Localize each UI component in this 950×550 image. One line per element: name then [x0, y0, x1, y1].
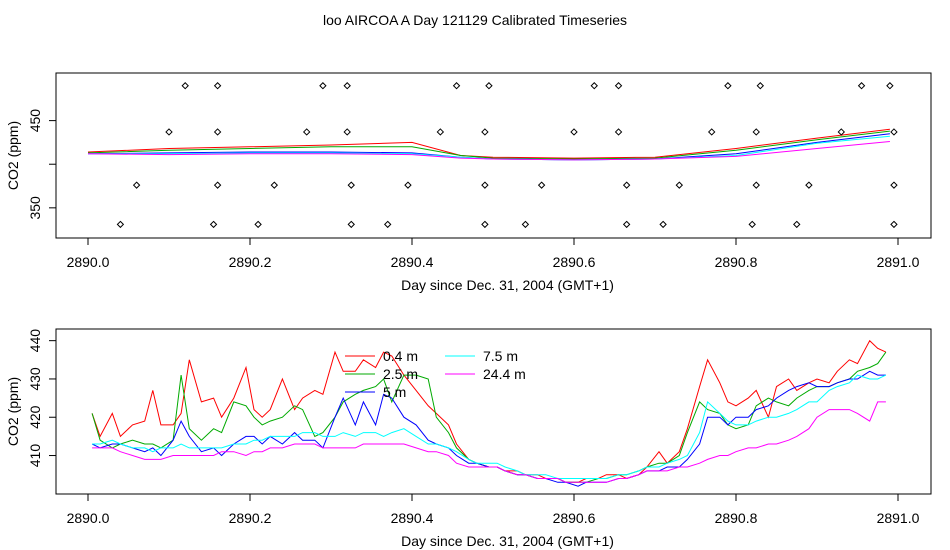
top-marker: [748, 220, 756, 229]
top-x-tick-label: 2890.0: [67, 254, 110, 270]
bottom-x-tick-label: 2890.4: [391, 510, 434, 526]
bottom-series-line-3: [91, 370, 886, 487]
top-marker: [436, 128, 445, 136]
legend-label: 7.5 m: [483, 348, 518, 364]
top-marker: [622, 220, 631, 229]
bottom-x-tick-label: 2891.0: [877, 510, 920, 526]
top-panel: 2890.0 2890.2 2890.4 2890.6 2890.8 2891.0 350…: [5, 72, 932, 293]
top-marker: [752, 128, 760, 136]
top-x-tick-label: 2890.6: [553, 254, 596, 270]
legend-label: 2.5 m: [383, 366, 418, 382]
bottom-y-tick-label: 420: [27, 405, 43, 429]
top-marker: [165, 128, 173, 136]
top-marker: [481, 128, 489, 136]
bottom-x-tick-label: 2890.8: [715, 510, 758, 526]
top-marker: [707, 128, 716, 136]
top-marker: [837, 128, 846, 136]
bottom-y-tick-label: 440: [27, 329, 43, 353]
top-marker: [857, 82, 866, 90]
top-series-group: [87, 128, 890, 161]
legend-label: 5 m: [383, 384, 406, 400]
bottom-x-tick-label: 2890.2: [229, 510, 272, 526]
bottom-y-axis-label: CO2 (ppm): [5, 377, 21, 446]
top-y-axis-label: CO2 (ppm): [5, 121, 21, 190]
top-marker: [570, 128, 578, 136]
top-x-tick-label: 2890.8: [715, 254, 758, 270]
top-marker: [622, 181, 631, 189]
top-marker: [886, 82, 894, 90]
top-marker: [254, 220, 262, 229]
top-series-line-3: [87, 133, 890, 161]
top-x-axis-label: Day since Dec. 31, 2004 (GMT+1): [401, 277, 614, 293]
top-marker: [485, 82, 493, 90]
top-marker: [481, 220, 489, 229]
top-marker: [383, 220, 392, 229]
top-x-tick-label: 2890.2: [229, 254, 272, 270]
top-marker: [302, 128, 311, 136]
top-marker: [213, 181, 222, 189]
top-markers-group: [116, 82, 898, 229]
top-x-tick-label: 2890.4: [391, 254, 434, 270]
top-marker: [590, 82, 598, 90]
bottom-series-line-5: [92, 401, 886, 483]
top-marker: [481, 181, 489, 189]
top-marker: [319, 82, 327, 90]
top-marker: [209, 220, 218, 229]
top-marker: [452, 82, 461, 90]
bottom-series-group: [91, 339, 887, 487]
bottom-y-axis: 410 420 430 440: [27, 329, 56, 467]
bottom-plot-frame: [55, 328, 932, 495]
top-marker: [181, 82, 189, 90]
top-marker: [890, 181, 898, 189]
top-series-line-2: [87, 130, 890, 160]
top-marker: [756, 82, 765, 90]
top-marker: [343, 128, 351, 136]
top-marker: [537, 181, 546, 189]
top-series-line-5: [87, 141, 890, 161]
top-marker: [890, 220, 898, 229]
bottom-series-line-4: [92, 374, 887, 479]
top-marker: [752, 181, 760, 189]
top-marker: [343, 82, 351, 90]
top-marker: [270, 181, 279, 189]
top-marker: [213, 128, 222, 136]
bottom-x-axis-label: Day since Dec. 31, 2004 (GMT+1): [401, 533, 614, 549]
top-x-tick-label: 2891.0: [877, 254, 920, 270]
top-marker: [793, 220, 801, 229]
bottom-y-tick-label: 430: [27, 367, 43, 391]
bottom-panel: 2890.0 2890.2 2890.4 2890.6 2890.8 2891.0 410…: [5, 328, 932, 549]
bottom-x-axis: 2890.0 2890.2 2890.4 2890.6 2890.8 2891.0: [67, 494, 920, 526]
top-x-axis: 2890.0 2890.2 2890.4 2890.6 2890.8 2891.0: [67, 238, 920, 270]
top-marker: [116, 220, 125, 229]
top-marker: [521, 220, 530, 229]
top-marker: [659, 220, 667, 229]
top-marker: [614, 128, 623, 136]
legend-label: 0.4 m: [383, 348, 418, 364]
bottom-y-tick-label: 410: [27, 444, 43, 468]
figure-title: loo AIRCOA A Day 121129 Calibrated Times…: [323, 12, 627, 28]
top-marker: [404, 181, 412, 189]
top-y-tick-label: 350: [27, 196, 43, 220]
top-marker: [724, 82, 732, 90]
bottom-x-tick-label: 2890.0: [67, 510, 110, 526]
top-marker: [614, 82, 623, 90]
top-marker: [213, 82, 222, 90]
legend-label: 24.4 m: [483, 366, 526, 382]
top-marker: [805, 181, 813, 189]
top-marker: [347, 181, 355, 189]
top-marker: [675, 181, 684, 189]
bottom-x-tick-label: 2890.6: [553, 510, 596, 526]
top-marker: [890, 128, 898, 136]
top-y-tick-label: 450: [27, 109, 43, 133]
legend: 0.4 m 2.5 m 5 m 7.5 m 24.4 m: [345, 348, 526, 400]
top-marker: [347, 220, 355, 229]
top-plot-frame: [55, 72, 932, 239]
top-y-axis: 350 450: [27, 109, 56, 220]
top-marker: [132, 181, 141, 189]
